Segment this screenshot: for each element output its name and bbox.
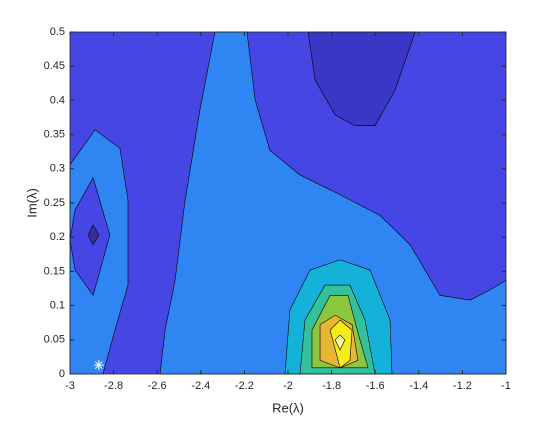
y-tick-label: 0.4 <box>50 94 65 106</box>
x-tick-label: -1.6 <box>366 380 385 392</box>
y-tick-label: 0.2 <box>50 231 65 243</box>
x-tick-label: -2.8 <box>104 380 123 392</box>
x-tick-label: -3 <box>65 380 75 392</box>
x-tick-label: -2 <box>283 380 293 392</box>
x-tick-label: -1.2 <box>453 380 472 392</box>
y-tick-label: 0.25 <box>44 197 65 209</box>
y-tick-label: 0 <box>59 368 65 380</box>
y-tick-label: 0.45 <box>44 60 65 72</box>
marker <box>93 360 104 371</box>
marker-stroke <box>94 361 103 369</box>
y-tick-label: 0.35 <box>44 129 65 141</box>
x-tick-label: -1.8 <box>322 380 341 392</box>
y-tick-label: 0.15 <box>44 265 65 277</box>
x-axis-label: Re(λ) <box>272 400 304 415</box>
x-tick-label: -1.4 <box>409 380 428 392</box>
contour-region <box>334 334 346 351</box>
contour-region <box>307 31 416 127</box>
y-tick-label: 0.3 <box>50 163 65 175</box>
contour-region <box>159 31 507 375</box>
y-axis-label: Im(λ) <box>24 188 39 218</box>
plot-area <box>69 31 507 375</box>
y-tick-label: 0.05 <box>44 334 65 346</box>
contour-region <box>87 224 100 246</box>
x-tick-label: -2.6 <box>148 380 167 392</box>
x-tick-label: -1 <box>501 380 511 392</box>
y-tick-label: 0.5 <box>50 26 65 38</box>
x-tick-label: -2.2 <box>235 380 254 392</box>
y-tick-label: 0.1 <box>50 300 65 312</box>
x-tick-label: -2.4 <box>191 380 210 392</box>
